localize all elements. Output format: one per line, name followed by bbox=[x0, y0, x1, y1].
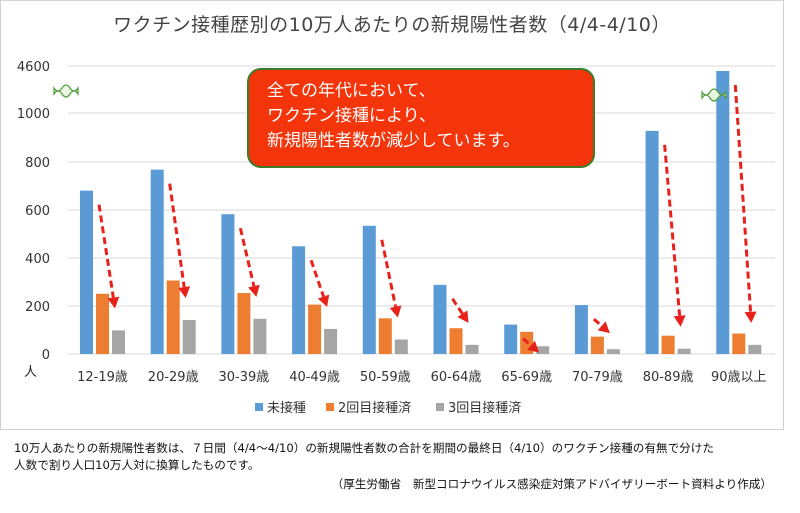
bar-0-9 bbox=[716, 71, 730, 354]
chart-title: ワクチン接種歴別の10万人あたりの新規陽性者数（4/4-4/10） bbox=[113, 14, 671, 36]
bar-2-6 bbox=[536, 346, 550, 354]
y-tick-label: 800 bbox=[25, 156, 50, 171]
arrow-shaft-5 bbox=[451, 298, 464, 315]
y-tick-label: 1000 bbox=[17, 107, 50, 122]
bar-1-5 bbox=[449, 328, 463, 354]
arrow-head-8 bbox=[673, 315, 686, 327]
x-tick-label: 65-69歳 bbox=[501, 370, 552, 385]
x-tick-label: 60-64歳 bbox=[431, 370, 482, 385]
bar-0-7 bbox=[574, 305, 588, 354]
arrow-head-7 bbox=[597, 321, 610, 334]
y-tick-label: 600 bbox=[25, 204, 50, 219]
arrow-head-6 bbox=[526, 340, 540, 353]
arrow-shaft-2 bbox=[238, 227, 256, 287]
bar-1-2 bbox=[237, 293, 251, 354]
y-tick-label: 0 bbox=[42, 348, 50, 363]
bar-1-7 bbox=[590, 336, 604, 354]
bar-0-8 bbox=[645, 130, 659, 354]
bar-1-8 bbox=[661, 335, 675, 354]
bar-0-6 bbox=[504, 324, 518, 354]
callout-line-3: 新規陽性者数が減少しています。 bbox=[267, 131, 520, 151]
bar-1-0 bbox=[96, 293, 109, 354]
bar-2-0 bbox=[112, 330, 125, 354]
axis-break-left bbox=[53, 84, 79, 98]
bar-2-8 bbox=[677, 348, 691, 354]
legend-label: 3回目接種済 bbox=[448, 400, 521, 416]
legend-label: 未接種 bbox=[267, 400, 306, 416]
arrow-head-5 bbox=[457, 310, 469, 323]
x-axis-ticks: 12-19歳 20-29歳 30-39歳 40-49歳 50-59歳 60-64歳 65-6… bbox=[77, 370, 766, 385]
bar-0-5 bbox=[433, 284, 447, 354]
arrow-shaft-3 bbox=[309, 259, 325, 298]
legend-swatch-2 bbox=[436, 403, 444, 411]
y-tick-label: 4600 bbox=[17, 60, 50, 75]
x-tick-label: 20-29歳 bbox=[148, 370, 199, 385]
x-tick-label: 80-89歳 bbox=[643, 370, 694, 385]
bar-0-1 bbox=[150, 169, 164, 354]
callout-line-2: ワクチン接種により、 bbox=[267, 106, 436, 126]
footnote: 10万人あたりの新規陽性者数は、７日間（4/4～4/10）の新規陽性者数の合計を… bbox=[14, 440, 789, 474]
legend-swatch-1 bbox=[326, 403, 334, 411]
arrow-head-2 bbox=[248, 284, 260, 297]
bar-1-9 bbox=[732, 333, 746, 354]
legend-swatch-0 bbox=[255, 403, 263, 411]
y-tick-label: 400 bbox=[25, 252, 50, 267]
arrow-shaft-1 bbox=[168, 183, 186, 288]
legend: 未接種 2回目接種済 3回目接種済 bbox=[255, 400, 521, 416]
axis-breaks bbox=[53, 84, 727, 102]
x-tick-label: 40-49歳 bbox=[289, 370, 340, 385]
bar-1-4 bbox=[378, 318, 392, 354]
arrow-head-4 bbox=[389, 305, 402, 318]
bar-2-1 bbox=[182, 320, 196, 354]
arrow-shaft-7 bbox=[592, 317, 603, 327]
bar-1-3 bbox=[308, 304, 322, 354]
y-axis-ticks: 0 200 400 600 800 1000 4600 bbox=[17, 60, 50, 363]
arrow-head-1 bbox=[178, 286, 191, 299]
x-tick-label: 50-59歳 bbox=[360, 370, 411, 385]
footnote-line-1: 10万人あたりの新規陽性者数は、７日間（4/4～4/10）の新規陽性者数の合計を… bbox=[14, 441, 714, 455]
x-tick-label: 12-19歳 bbox=[77, 370, 128, 385]
axis-break-bar bbox=[701, 88, 727, 102]
bar-2-5 bbox=[465, 344, 479, 354]
y-axis-label: 人 bbox=[24, 365, 37, 380]
y-tick-label: 200 bbox=[25, 300, 50, 315]
arrow-shaft-4 bbox=[380, 239, 398, 308]
arrow-head-0 bbox=[107, 296, 120, 309]
bars bbox=[80, 71, 762, 354]
arrow-head-3 bbox=[317, 294, 330, 307]
x-tick-label: 70-79歳 bbox=[572, 370, 623, 385]
bar-2-9 bbox=[748, 344, 762, 354]
callout-box: 全ての年代において、 ワクチン接種により、 新規陽性者数が減少しています。 bbox=[247, 68, 595, 168]
bar-2-3 bbox=[324, 328, 338, 354]
footnote-line-2: 人数で割り人口10万人対に換算したものです。 bbox=[14, 458, 260, 472]
arrow-shaft-0 bbox=[97, 204, 115, 298]
trend-arrows bbox=[97, 84, 757, 353]
arrow-shaft-9 bbox=[733, 84, 753, 312]
bar-chart: 0 200 400 600 800 1000 4600 12-19歳 20-29歳 30-39歳… bbox=[17, 60, 775, 416]
x-tick-label: 90歳以上 bbox=[711, 370, 767, 385]
x-tick-label: 30-39歳 bbox=[219, 370, 270, 385]
legend-label: 2回目接種済 bbox=[338, 400, 411, 416]
bar-0-2 bbox=[221, 214, 235, 354]
arrow-head-9 bbox=[744, 311, 757, 323]
callout-line-1: 全ての年代において、 bbox=[267, 81, 436, 101]
bar-0-3 bbox=[292, 246, 306, 354]
arrow-shaft-8 bbox=[663, 144, 682, 316]
bar-2-7 bbox=[606, 349, 620, 354]
bar-1-1 bbox=[166, 280, 180, 354]
bar-2-2 bbox=[253, 318, 267, 354]
bar-0-0 bbox=[80, 190, 93, 354]
source-note: （厚生労働省 新型コロナウイルス感染症対策アドバイザリーボート資料より作成） bbox=[331, 477, 772, 491]
arrow-shaft-6 bbox=[522, 337, 532, 347]
bar-0-4 bbox=[362, 225, 376, 354]
bar-2-4 bbox=[394, 339, 408, 354]
